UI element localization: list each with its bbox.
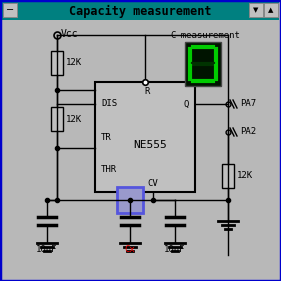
- Text: Vcc: Vcc: [61, 29, 79, 39]
- Text: 10nF: 10nF: [36, 245, 58, 254]
- Bar: [222, 164, 234, 188]
- Bar: [185, 42, 221, 86]
- Bar: [95, 82, 195, 192]
- Text: CV: CV: [148, 178, 158, 187]
- Text: ▲: ▲: [268, 8, 274, 13]
- Bar: [249, 3, 263, 17]
- Bar: [3, 3, 17, 17]
- Text: R: R: [144, 87, 150, 96]
- Text: 12K: 12K: [66, 114, 82, 124]
- Text: C-measurement: C-measurement: [170, 31, 240, 40]
- Text: TR: TR: [101, 133, 112, 142]
- Text: −: −: [6, 6, 14, 15]
- Text: DIS: DIS: [101, 99, 117, 108]
- Bar: [51, 107, 63, 131]
- Bar: [117, 187, 143, 213]
- Bar: [264, 3, 278, 17]
- Text: ▼: ▼: [253, 8, 259, 13]
- Text: PA7: PA7: [240, 99, 256, 108]
- Text: Cx: Cx: [125, 245, 135, 254]
- Text: 12K: 12K: [237, 171, 253, 180]
- Bar: [2, 2, 279, 20]
- Text: NE555: NE555: [133, 140, 167, 150]
- Text: Capacity measurement: Capacity measurement: [69, 4, 212, 17]
- Text: 10nF: 10nF: [164, 245, 186, 254]
- Text: 12K: 12K: [66, 58, 82, 67]
- Text: THR: THR: [101, 166, 117, 175]
- Bar: [51, 51, 63, 74]
- Text: PA2: PA2: [240, 128, 256, 137]
- Text: Q: Q: [183, 99, 189, 108]
